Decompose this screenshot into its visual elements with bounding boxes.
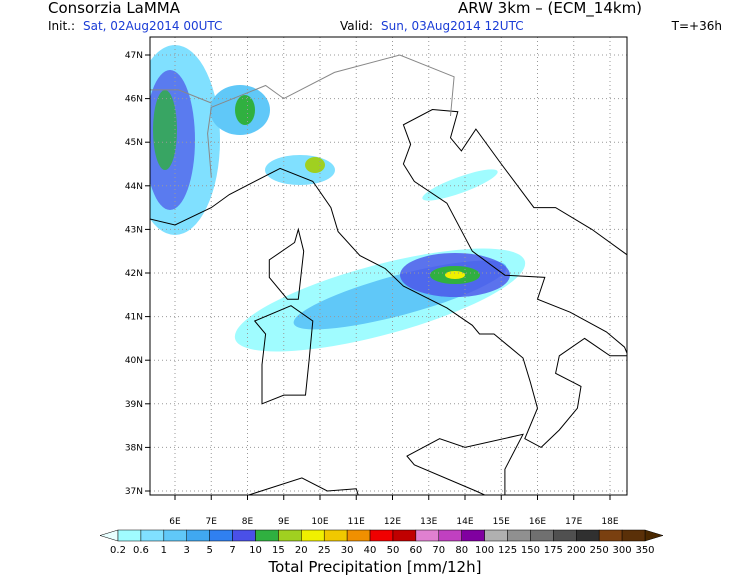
colorbar-box xyxy=(186,529,210,542)
lon-label: 6E xyxy=(169,517,181,527)
colorbar-box xyxy=(301,529,325,542)
lon-label: 7E xyxy=(206,517,218,527)
colorbar-box xyxy=(598,529,623,542)
precip-area xyxy=(235,95,255,125)
init-label: Init.: xyxy=(48,19,75,33)
colorbar-label: 0.6 xyxy=(133,545,149,556)
lon-label: 11E xyxy=(348,517,365,527)
precip-area xyxy=(422,169,498,201)
lat-label: 43N xyxy=(125,225,143,235)
lat-label: 41N xyxy=(125,313,143,323)
colorbar-label: 250 xyxy=(590,545,609,556)
valid-time: Sun, 03Aug2014 12UTC xyxy=(381,19,524,33)
lat-label: 39N xyxy=(125,400,143,410)
colorbar-box xyxy=(553,529,577,542)
colorbar-label: 70 xyxy=(432,545,445,556)
colorbar-box xyxy=(438,529,462,542)
precip-area xyxy=(445,271,465,279)
init-time: Sat, 02Aug2014 00UTC xyxy=(83,19,222,33)
graticule xyxy=(150,37,627,495)
colorbar-box xyxy=(140,529,165,542)
lon-label: 15E xyxy=(493,517,510,527)
precip-area xyxy=(305,157,325,173)
colorbar-box xyxy=(484,529,508,542)
model: ARW 3km – (ECM_14km) xyxy=(458,0,642,18)
lat-label: 40N xyxy=(125,356,143,366)
colorbar-label: 10 xyxy=(249,545,262,556)
lat-label: 38N xyxy=(125,443,143,453)
colorbar-label: 0.2 xyxy=(110,545,126,556)
colorbar-label: 150 xyxy=(521,545,540,556)
colorbar-label: 40 xyxy=(364,545,377,556)
lon-label: 18E xyxy=(601,517,618,527)
lon-label: 8E xyxy=(242,517,254,527)
colorbar-box xyxy=(530,529,554,542)
lon-label: 12E xyxy=(384,517,401,527)
colorbar-box xyxy=(369,529,394,542)
colorbar-label: 20 xyxy=(295,545,308,556)
lat-label: 44N xyxy=(125,182,143,192)
coastline xyxy=(150,108,627,495)
colorbar-label: 200 xyxy=(567,545,586,556)
colorbar-box xyxy=(209,529,233,542)
map-area xyxy=(150,37,627,495)
precip-area xyxy=(265,155,335,185)
colorbar-box xyxy=(621,529,646,542)
colorbar-box xyxy=(576,529,600,542)
colorbar-label: 350 xyxy=(635,545,654,556)
lon-label: 14E xyxy=(456,517,473,527)
colorbar-box xyxy=(323,529,348,542)
colorbar-box xyxy=(278,529,302,542)
colorbar-box xyxy=(415,529,440,542)
colorbar-box xyxy=(392,529,417,542)
lat-label: 45N xyxy=(125,138,143,148)
map-frame xyxy=(149,36,628,496)
colorbar-box xyxy=(232,529,256,542)
colorbar-under xyxy=(99,529,119,542)
colorbar-box xyxy=(461,529,485,542)
lat-label: 42N xyxy=(125,269,143,279)
colorbar-box xyxy=(346,529,371,542)
colorbar-label: 100 xyxy=(475,545,494,556)
colorbar-label: 60 xyxy=(410,545,423,556)
colorbar-label: 80 xyxy=(455,545,468,556)
title: Consorzia LaMMA xyxy=(48,0,181,17)
colorbar-box xyxy=(117,529,142,542)
colorbar-label: 300 xyxy=(613,545,632,556)
colorbar-label: 175 xyxy=(544,545,563,556)
lead-time: T=+36h xyxy=(671,19,722,33)
precipitation-field xyxy=(150,45,526,352)
colorbar: 0.2 0.6 1 3 5 7 10 15 20 25 30 40 50 60 70 80 100 125 150 1… xyxy=(99,529,664,556)
lon-label: 9E xyxy=(278,517,290,527)
colorbar-label: 50 xyxy=(387,545,400,556)
lon-label: 10E xyxy=(311,517,328,527)
precip-area xyxy=(153,90,177,170)
lat-label: 37N xyxy=(125,487,143,497)
colorbar-label: 3 xyxy=(184,545,190,556)
colorbar-label: 5 xyxy=(206,545,212,556)
lon-label: 17E xyxy=(565,517,582,527)
valid-label: Valid: xyxy=(340,19,373,33)
colorbar-label: 25 xyxy=(318,545,331,556)
colorbar-title: Total Precipitation [mm/12h] xyxy=(268,558,482,576)
colorbar-label: 15 xyxy=(272,545,285,556)
lon-label: 16E xyxy=(529,517,546,527)
colorbar-label: 7 xyxy=(229,545,235,556)
colorbar-label: 1 xyxy=(161,545,167,556)
lat-label: 46N xyxy=(125,95,143,105)
colorbar-over xyxy=(644,529,664,542)
colorbar-box xyxy=(255,529,279,542)
colorbar-box xyxy=(507,529,531,542)
colorbar-label: 30 xyxy=(341,545,354,556)
lon-label: 13E xyxy=(420,517,437,527)
borders xyxy=(150,54,455,178)
colorbar-label: 125 xyxy=(498,545,517,556)
lat-label: 47N xyxy=(125,51,143,61)
colorbar-box xyxy=(163,529,187,542)
